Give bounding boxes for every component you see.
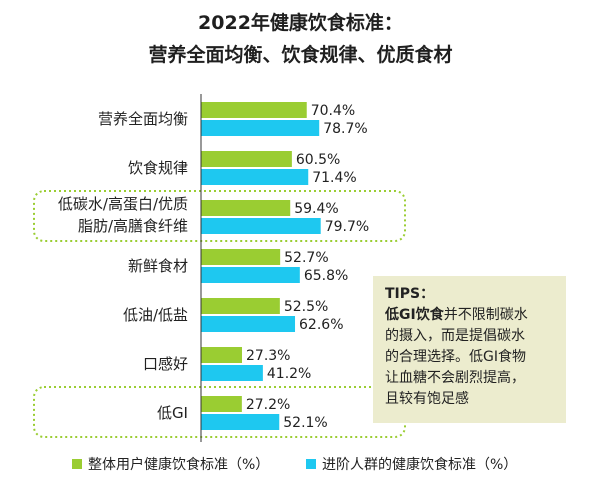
data-label: 59.4% [294,201,338,217]
tips-line4: 让血糖不会剧烈提高， [385,370,525,386]
bar-series2 [201,120,320,136]
data-label: 60.5% [296,152,340,168]
legend-label-series2: 进阶人群的健康饮食标准（%） [322,457,518,473]
category-label: 低油/低盐 [123,306,188,324]
bar-series2 [201,316,296,332]
chart-title-line1: 2022年健康饮食标准： [198,12,403,34]
data-label: 71.4% [312,170,356,186]
tips-highlight: 低GI饮食 [385,307,444,323]
category-label: 饮食规律 [128,159,188,177]
data-label: 27.3% [246,348,290,364]
data-label: 78.7% [323,121,367,137]
bar-series2 [201,365,263,381]
data-label: 41.2% [267,366,311,382]
tips-heading: TIPS： [385,286,435,302]
bar-series1 [201,396,242,412]
bar-series2 [201,218,321,234]
data-label: 65.8% [304,268,348,284]
data-label: 52.1% [283,415,327,431]
data-label: 52.5% [284,299,328,315]
data-label: 52.7% [284,250,328,266]
bar-series2 [201,169,309,185]
bar-series1 [201,200,291,216]
bar-series1 [201,347,243,363]
bar-series1 [201,102,307,118]
category-label: 低碳水/高蛋白/优质脂肪/高膳食纤维 [58,195,188,235]
legend-item-series2: 进阶人群的健康饮食标准（%） [306,454,517,474]
tips-box: TIPS： 低GI饮食并不限制碳水 的摄入，而是提倡碳水 的合理选择。低GI食物… [373,276,566,423]
data-label: 27.2% [246,397,290,413]
category-label: 低GI [157,404,188,422]
legend-item-series1: 整体用户健康饮食标准（%） [72,454,269,474]
legend-label-series1: 整体用户健康饮食标准（%） [88,457,270,473]
tips-line5: 且较有饱足感 [385,391,469,407]
bar-series2 [201,414,280,430]
bar-series1 [201,249,281,265]
chart-title-line2: 营养全面均衡、饮食规律、优质食材 [148,44,453,66]
bar-series2 [201,267,300,283]
tips-line3: 的合理选择。低GI食物 [385,349,526,365]
highlight-box [33,190,406,242]
tips-line2: 的摄入，而是提倡碳水 [385,328,525,344]
legend-swatch-series1 [72,459,82,469]
category-label: 营养全面均衡 [98,110,188,128]
category-label: 新鲜食材 [128,257,188,275]
tips-line1-text: 并不限制碳水 [443,307,528,323]
data-label: 79.7% [325,219,369,235]
data-label: 70.4% [311,103,355,119]
bar-series1 [201,151,292,167]
category-label: 口感好 [143,355,188,373]
tips-line1: 低GI饮食并不限制碳水 [385,305,558,326]
data-label: 62.6% [299,317,343,333]
legend-swatch-series2 [306,459,316,469]
bar-series1 [201,298,280,314]
